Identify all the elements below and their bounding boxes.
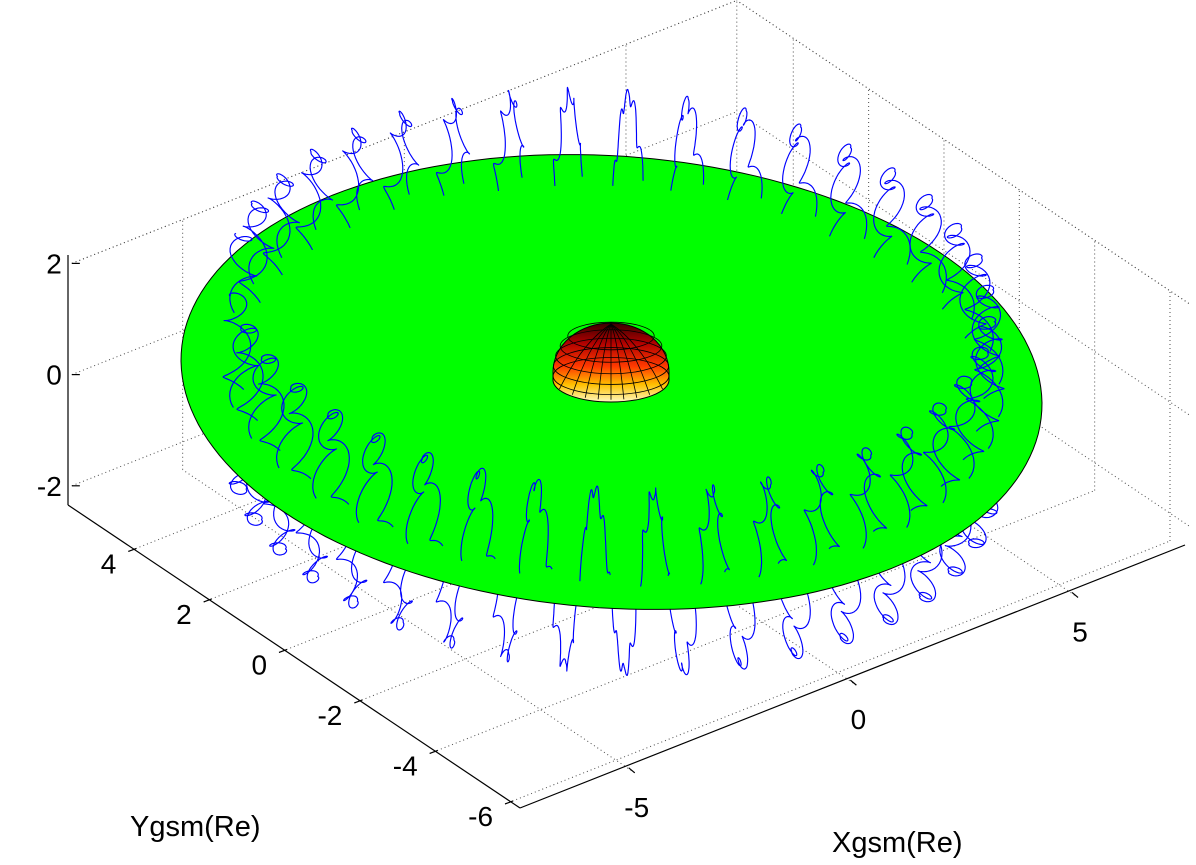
trajectory-segment (959, 253, 994, 352)
trajectory-segment (965, 346, 1000, 449)
y-axis-line (67, 504, 521, 809)
trajectory-segment (867, 529, 906, 626)
trajectory-segment (889, 426, 928, 528)
trajectory-segment (229, 323, 264, 422)
trajectory-segment (609, 577, 641, 676)
trajectory-segment (698, 484, 730, 585)
trajectory-segment (383, 529, 420, 631)
y-tick-label: 2 (176, 599, 192, 630)
earth-meridian (597, 323, 612, 400)
tick-marks (71, 262, 1079, 805)
trajectory-front (222, 86, 1005, 587)
trajectory-segment (435, 97, 471, 196)
earth-hemisphere (552, 321, 670, 403)
axes (67, 255, 1186, 809)
x-tick-label: 5 (1072, 616, 1088, 647)
y-tick-label: -2 (317, 700, 342, 731)
x-axis-label: Xgsm(Re) (832, 827, 963, 859)
grid-line (736, 111, 1190, 416)
tick-mark (429, 749, 438, 755)
trajectory-segment (974, 316, 1005, 418)
tick-mark (128, 547, 137, 553)
z-tick-label: -2 (37, 471, 62, 502)
trajectory-segment (276, 382, 314, 480)
trajectory-segment (355, 432, 394, 528)
trajectory-segment (726, 107, 763, 201)
trajectory-segment (612, 88, 644, 186)
trajectory-segment (518, 478, 553, 574)
x-tick-label: -5 (624, 792, 649, 823)
trajectory-segment (803, 463, 840, 566)
tick-mark (278, 648, 288, 654)
tick-labels: -2 0 2 -6 -4 -2 0 2 4 -5 0 5 (37, 248, 1088, 832)
trajectory-segment (722, 574, 759, 670)
trajectory-segment (492, 560, 524, 663)
y-tick-label: 0 (251, 649, 267, 680)
y-axis-label: Ygsm(Re) (130, 811, 261, 843)
trajectory-segment (971, 284, 1004, 385)
trajectory-segment (552, 86, 583, 187)
earth-parallel (552, 357, 670, 395)
trajectory-segment (335, 506, 374, 609)
trajectory-segment (383, 110, 420, 210)
x-axis-line (519, 544, 1186, 809)
earth-parallel (559, 329, 663, 363)
tick-mark (504, 800, 514, 805)
trajectory-segment (579, 485, 611, 582)
earth-parallel (567, 321, 655, 351)
grid-line (182, 469, 635, 774)
tick-mark (628, 767, 636, 774)
trajectory-segment (909, 193, 947, 294)
trajectory-segment (229, 232, 258, 314)
trajectory-segment (262, 173, 300, 276)
trajectory-segment (295, 148, 334, 251)
trajectory-segment (923, 402, 961, 504)
tick-mark (849, 679, 857, 686)
earth-meridian (571, 323, 612, 395)
trajectory-segment (552, 571, 581, 672)
y-tick-label: -4 (393, 750, 418, 781)
trajectory-segment (775, 565, 813, 660)
trajectory-segment (780, 123, 818, 217)
earth-meridian (584, 323, 612, 398)
trajectory-segment (640, 487, 671, 587)
earth-meridian (610, 323, 638, 398)
trajectory-segment (238, 200, 275, 304)
trajectory-segment (828, 143, 868, 239)
x-tick-label: 0 (851, 704, 867, 735)
trajectory-segment (873, 167, 911, 265)
z-tick-label: 2 (46, 248, 62, 279)
trajectory-segment (938, 222, 975, 320)
trajectory-segment (312, 409, 350, 505)
trajectory-segment (222, 292, 252, 391)
z-tick-label: 0 (46, 360, 62, 391)
y-tick-label: 4 (101, 548, 117, 579)
trajectory-segment (435, 548, 470, 649)
tick-mark (1071, 592, 1079, 598)
tick-mark (354, 699, 363, 704)
earth-parallel (555, 337, 667, 375)
trajectory-segment (948, 375, 985, 479)
trajectory-segment (295, 481, 334, 584)
trajectory-segment (670, 95, 705, 191)
trajectory-segment (849, 447, 888, 549)
earth-meridian (610, 323, 625, 400)
trajectory-segment (824, 550, 862, 645)
trajectory-segment (667, 578, 701, 676)
trajectory-segment (405, 452, 444, 547)
tick-mark (203, 598, 212, 603)
earth-meridian (610, 323, 651, 395)
trajectory-segment (460, 467, 496, 562)
trajectory-segment (493, 89, 525, 191)
grid-line (736, 0, 1190, 304)
trajectory-segment (335, 127, 374, 229)
trajectory-segment (752, 476, 788, 578)
earth-parallel (552, 347, 670, 385)
y-tick-label: -6 (468, 801, 493, 832)
